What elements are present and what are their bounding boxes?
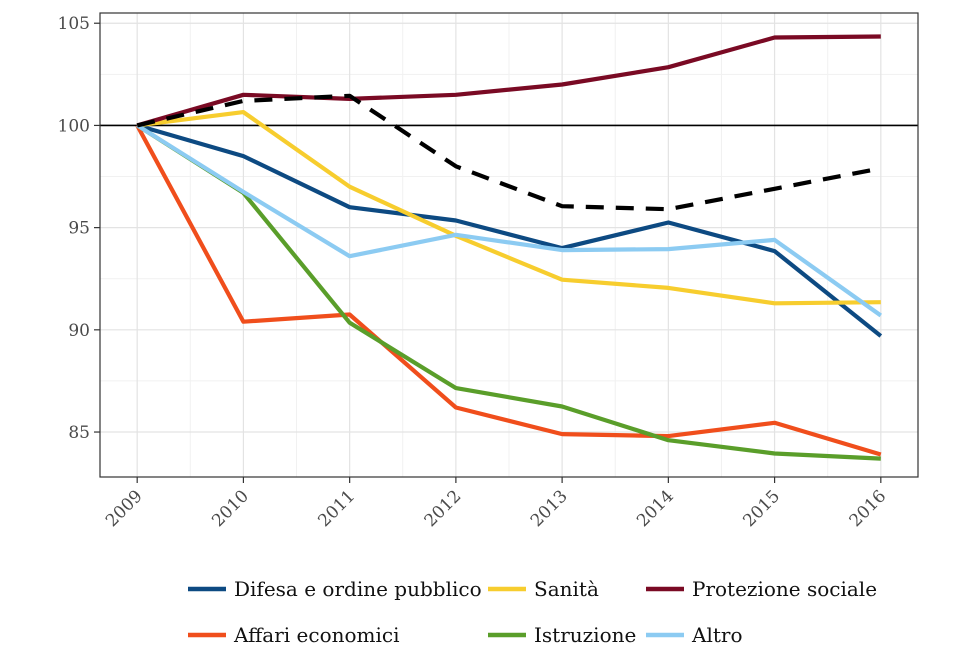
- series-line-0: [136, 123, 883, 338]
- series-line-4: [136, 123, 881, 461]
- legend-label: Istruzione: [534, 623, 636, 647]
- y-tick-label: 105: [58, 14, 90, 34]
- x-tick-label: 2009: [102, 486, 147, 531]
- grid: [100, 13, 918, 477]
- series-layer: [135, 34, 883, 461]
- series-line-3: [135, 124, 882, 457]
- x-tick-label: 2016: [846, 486, 891, 531]
- y-tick-label: 95: [68, 219, 90, 239]
- x-tick-label: 2015: [739, 486, 784, 531]
- series-line-1: [136, 109, 881, 306]
- series-line-5: [136, 123, 883, 318]
- x-tick-label: 2011: [314, 486, 359, 531]
- legend-label: Protezione sociale: [692, 577, 877, 601]
- x-tick-label: 2010: [208, 486, 253, 531]
- y-tick-label: 85: [68, 423, 90, 443]
- legend-label: Affari economici: [233, 623, 400, 647]
- x-tick-label: 2013: [527, 486, 572, 531]
- y-tick-label: 90: [68, 321, 90, 341]
- plot-frame: [99, 12, 919, 478]
- x-tick-label: 2012: [421, 486, 466, 531]
- legend-label: Difesa e ordine pubblico: [234, 577, 482, 601]
- series-line-2: [136, 34, 881, 128]
- series-line-6: [136, 93, 882, 212]
- y-tick-label: 100: [58, 116, 90, 136]
- legend-label: Altro: [691, 623, 742, 647]
- legend-label: Sanità: [534, 577, 599, 601]
- legend: Difesa e ordine pubblico Sanità Protezione…: [188, 577, 877, 647]
- x-tick-label: 2014: [633, 486, 678, 531]
